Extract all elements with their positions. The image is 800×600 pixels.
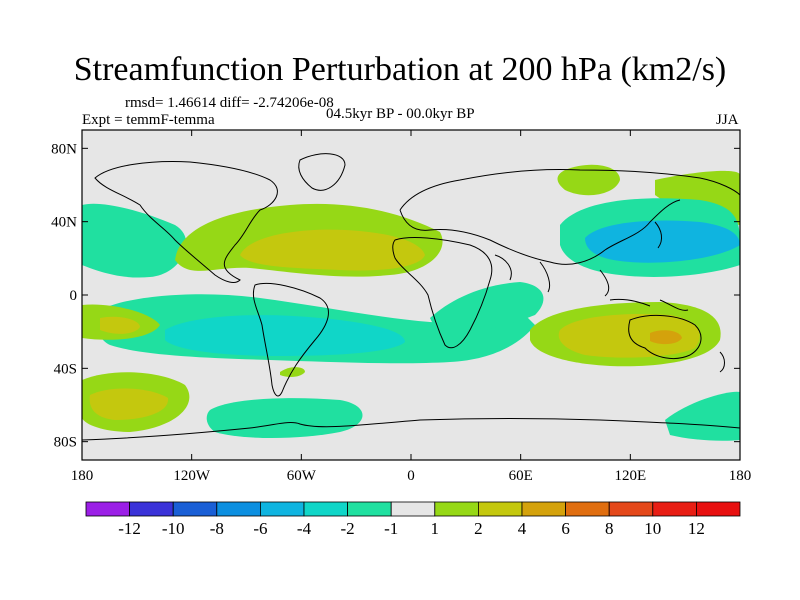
colorbar-swatch bbox=[608, 501, 654, 517]
coast-antarctica bbox=[82, 418, 740, 441]
s-pacific-positive bbox=[89, 388, 169, 420]
colorbar-label: 2 bbox=[474, 519, 483, 538]
colorbar-swatch bbox=[85, 501, 130, 517]
n-pacific-east-positive bbox=[557, 164, 620, 196]
coast-new-zealand bbox=[719, 351, 725, 373]
colorbar-swatch bbox=[172, 501, 218, 517]
colorbar-swatch bbox=[216, 501, 261, 517]
coast-south-america bbox=[252, 282, 329, 397]
colorbar-label: 1 bbox=[431, 519, 440, 538]
coast-north-america bbox=[94, 161, 278, 283]
colorbar-label: -2 bbox=[341, 519, 355, 538]
season-label: JJA bbox=[716, 112, 739, 128]
map-title: Streamfunction Perturbation at 200 hPa (… bbox=[73, 51, 727, 88]
region-antarctic-east bbox=[665, 391, 740, 441]
w-pacific-negative bbox=[585, 220, 740, 263]
lat-tick-label: 80N bbox=[51, 141, 77, 157]
colorbar-swatch bbox=[565, 501, 610, 517]
colorbar-label: 10 bbox=[644, 519, 661, 538]
lon-tick-label: 120E bbox=[614, 468, 646, 484]
lon-tick-label: 60E bbox=[509, 468, 533, 484]
coast-australia bbox=[628, 315, 702, 359]
n-atlantic-positive bbox=[240, 229, 425, 271]
coast-japan bbox=[654, 221, 663, 249]
colorbar-swatch bbox=[303, 501, 348, 517]
lon-tick-label: 180 bbox=[71, 468, 94, 484]
colorbar-swatch bbox=[129, 501, 174, 517]
lon-tick-label: 60W bbox=[287, 468, 317, 484]
colorbar-label: -1 bbox=[384, 519, 398, 538]
lon-tick-label: 180 bbox=[729, 468, 752, 484]
region-west-band bbox=[82, 203, 187, 278]
region-sw-pacific-core bbox=[100, 316, 140, 334]
coast-arabia-india bbox=[494, 254, 551, 293]
colorbar-label: 4 bbox=[518, 519, 527, 538]
lon-tick-label: 120W bbox=[173, 468, 211, 484]
latitude-axis: 80N 40N 0 40S 80S bbox=[51, 141, 740, 451]
colorbar-label: 12 bbox=[688, 519, 705, 538]
colorbar-swatch bbox=[521, 501, 566, 517]
colorbar-swatch bbox=[696, 501, 741, 517]
period-label: 04.5kyr BP - 00.0kyr BP bbox=[326, 106, 475, 122]
lat-tick-label: 40S bbox=[54, 361, 77, 377]
lon-tick-label: 0 bbox=[407, 468, 415, 484]
coast-se-asia bbox=[599, 269, 689, 311]
region-indian-band bbox=[430, 282, 544, 338]
australia-positive bbox=[650, 330, 682, 345]
colorbar-label: 8 bbox=[605, 519, 614, 538]
region-antarctic-west bbox=[206, 398, 363, 438]
stats-label: rmsd= 1.46614 diff= -2.74206e-08 bbox=[125, 95, 334, 111]
coast-greenland bbox=[298, 153, 346, 191]
s-atlantic-negative bbox=[165, 315, 405, 356]
colorbar-label: -4 bbox=[297, 519, 312, 538]
coast-africa bbox=[392, 237, 493, 349]
region-australia-mid bbox=[558, 313, 700, 358]
longitude-axis: 180 120W 60W 0 60E 120E 180 bbox=[71, 130, 752, 484]
colorbar-swatch bbox=[347, 501, 392, 517]
experiment-label: Expt = temmF-temma bbox=[82, 112, 215, 128]
colorbar-label: -12 bbox=[118, 519, 141, 538]
colorbar-swatch bbox=[259, 501, 305, 517]
colorbar-label: -8 bbox=[210, 519, 224, 538]
colorbar-swatch bbox=[477, 501, 523, 517]
colorbar-label: -10 bbox=[162, 519, 185, 538]
lat-tick-label: 0 bbox=[70, 288, 78, 304]
coastlines bbox=[82, 153, 740, 441]
colorbar-label: 6 bbox=[561, 519, 570, 538]
region-small-blob bbox=[280, 367, 305, 377]
colorbar-swatch bbox=[434, 501, 479, 517]
colorbar-label: -6 bbox=[253, 519, 267, 538]
colorbar-swatch bbox=[390, 501, 436, 517]
lat-tick-label: 40N bbox=[51, 215, 77, 231]
coast-eurasia bbox=[399, 168, 740, 265]
perturbation-fields bbox=[82, 164, 740, 441]
colorbar: -12 -10 -8 -6 -4 -2 -1 1 2 4 6 8 10 12 bbox=[85, 501, 741, 538]
lat-tick-label: 80S bbox=[54, 435, 77, 451]
colorbar-swatch bbox=[652, 501, 697, 517]
